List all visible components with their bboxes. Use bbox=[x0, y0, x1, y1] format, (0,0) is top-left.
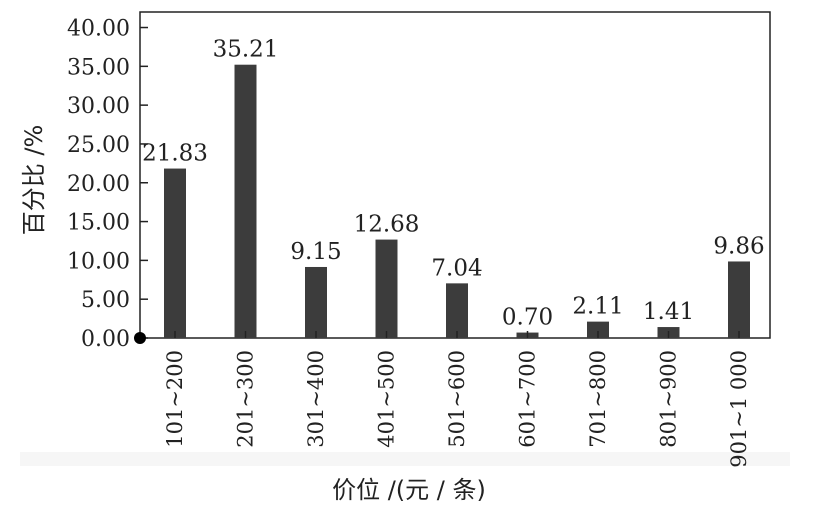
data-label: 9.15 bbox=[290, 239, 341, 265]
bar bbox=[728, 261, 750, 338]
x-tick-label: 101~200 bbox=[163, 350, 187, 448]
data-label: 21.83 bbox=[142, 141, 208, 167]
y-tick-label: 5.00 bbox=[81, 288, 130, 313]
x-tick-label: 901~1 000 bbox=[727, 350, 751, 468]
y-tick-label: 0.00 bbox=[81, 327, 130, 352]
data-label: 12.68 bbox=[354, 212, 420, 238]
y-tick-label: 30.00 bbox=[67, 94, 130, 119]
bar bbox=[446, 283, 468, 338]
data-label: 35.21 bbox=[213, 37, 279, 63]
x-tick-label: 601~700 bbox=[516, 350, 540, 448]
y-tick-label: 40.00 bbox=[67, 17, 130, 42]
bar bbox=[375, 239, 398, 338]
x-tick-label: 801~900 bbox=[657, 350, 681, 448]
x-tick-label: 301~400 bbox=[304, 350, 328, 448]
y-tick-label: 20.00 bbox=[67, 172, 130, 197]
x-tick-label: 701~800 bbox=[586, 350, 610, 448]
origin-dot bbox=[134, 332, 146, 344]
x-tick-label: 501~600 bbox=[445, 350, 469, 448]
bar bbox=[305, 266, 327, 338]
data-label: 7.04 bbox=[431, 255, 482, 281]
y-axis-title: 百分比 /% bbox=[20, 125, 48, 236]
y-tick-label: 10.00 bbox=[67, 249, 130, 274]
x-tick-label: 401~500 bbox=[375, 350, 399, 448]
bar bbox=[587, 321, 609, 338]
y-tick-label: 35.00 bbox=[67, 55, 130, 80]
data-label: 1.41 bbox=[643, 299, 694, 325]
y-tick-label: 15.00 bbox=[67, 211, 130, 236]
x-axis-title: 价位 /(元 / 条) bbox=[332, 476, 486, 504]
bar bbox=[164, 168, 186, 338]
data-label: 2.11 bbox=[572, 294, 623, 320]
data-label: 9.86 bbox=[713, 233, 764, 259]
data-label: 0.70 bbox=[502, 305, 553, 331]
bar bbox=[234, 64, 257, 338]
footer-shade bbox=[20, 452, 790, 466]
y-tick-label: 25.00 bbox=[67, 133, 130, 158]
x-tick-label: 201~300 bbox=[234, 350, 258, 448]
